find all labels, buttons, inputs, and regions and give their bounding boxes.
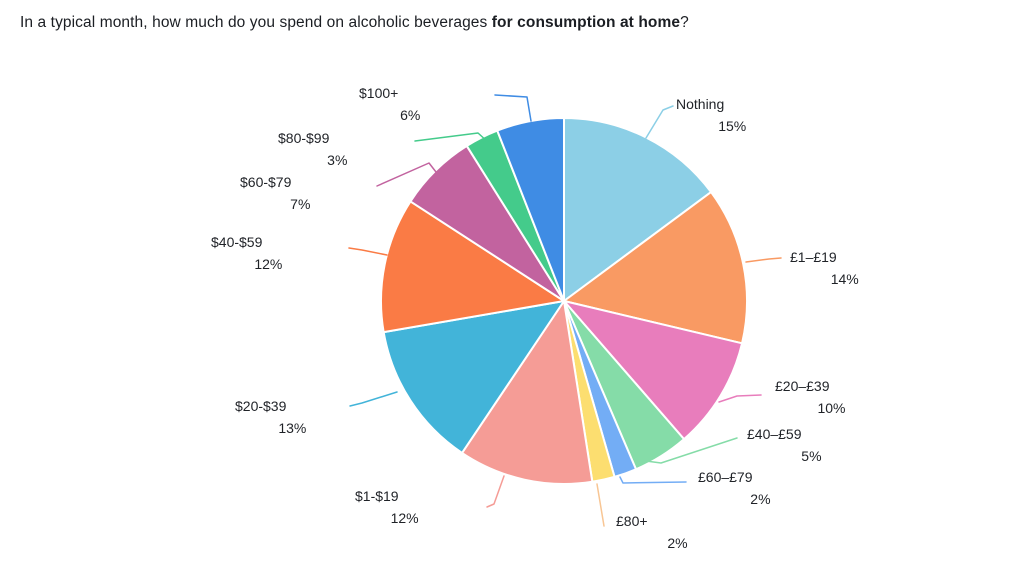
pie-label-value: 14%	[830, 271, 859, 287]
pie-label-text: $60-$79	[240, 174, 292, 190]
pie-label-text: $20-$39	[235, 398, 287, 414]
pie-label-text: £1–£19	[790, 249, 837, 265]
chart-title: In a typical month, how much do you spen…	[20, 13, 689, 34]
pie-label-nothing: Nothing 15%	[676, 93, 746, 137]
leader-line-nothing	[645, 105, 674, 139]
pie-label-gbp40-gbp59: £40–£59 5%	[747, 423, 822, 467]
pie-label-gbp1-gbp19: £1–£19 14%	[790, 246, 859, 290]
pie-label-value: 13%	[278, 420, 307, 436]
leader-line-usd60-usd79	[376, 162, 437, 187]
pie-label-value: 3%	[327, 152, 348, 168]
pie-label-usd20-usd39: $20-$39 13%	[235, 395, 306, 439]
leader-line-gbp1-gbp19	[745, 257, 782, 263]
pie-label-value: 12%	[390, 510, 419, 526]
leader-line-usd1-usd19	[486, 475, 505, 508]
leader-line-gbp80	[596, 483, 605, 527]
pie-slice-usd1-usd19[interactable]	[461, 300, 594, 485]
leader-line-usd40-usd59	[348, 247, 388, 256]
pie-label-text: $100+	[359, 85, 399, 101]
pie-label-usd60-usd79: $60-$79 7%	[240, 171, 310, 215]
leader-line-usd100	[494, 94, 532, 122]
pie-label-gbp60-gbp79: £60–£79 2%	[698, 466, 771, 510]
pie-label-usd80-usd99: $80-$99 3%	[278, 127, 347, 171]
leader-line-gbp60-gbp79	[619, 476, 687, 484]
pie-label-text: £20–£39	[775, 378, 830, 394]
chart-title-suffix: ?	[680, 14, 689, 31]
pie-label-usd1-usd19: $1-$19 12%	[355, 485, 419, 529]
leader-line-gbp40-gbp59	[645, 437, 738, 464]
pie-slice-usd20-usd39[interactable]	[382, 300, 565, 454]
pie-label-text: £60–£79	[698, 469, 753, 485]
pie-label-value: 12%	[254, 256, 283, 272]
pie-label-gbp20-gbp39: £20–£39 10%	[775, 375, 846, 419]
pie-label-text: £80+	[616, 513, 648, 529]
pie-label-value: 2%	[750, 491, 771, 507]
pie-label-value: 7%	[290, 196, 311, 212]
pie-label-text: $80-$99	[278, 130, 330, 146]
pie-label-text: $40-$59	[211, 234, 263, 250]
pie-label-usd100: $100+ 6%	[359, 82, 420, 126]
pie-label-value: 10%	[817, 400, 846, 416]
pie-slice-gbp20-gbp39[interactable]	[563, 300, 744, 441]
leader-line-usd80-usd99	[414, 132, 489, 143]
pie-label-usd40-usd59: $40-$59 12%	[211, 231, 282, 275]
pie-label-text: Nothing	[676, 96, 725, 112]
pie-label-text: £40–£59	[747, 426, 802, 442]
leader-line-gbp20-gbp39	[718, 394, 762, 403]
pie-label-value: 2%	[667, 535, 688, 551]
pie-label-text: $1-$19	[355, 488, 399, 504]
pie-slice-usd100[interactable]	[496, 117, 565, 302]
chart-title-bold: for consumption at home	[491, 14, 681, 31]
pie-slice-usd40-usd59[interactable]	[379, 200, 565, 334]
pie-label-gbp80: £80+ 2%	[616, 510, 688, 554]
chart-title-prefix: In a typical month, how much do you spen…	[20, 14, 492, 31]
leader-line-usd20-usd39	[349, 391, 398, 407]
pie-label-value: 15%	[718, 118, 747, 134]
pie-label-value: 5%	[801, 448, 822, 464]
pie-label-value: 6%	[400, 107, 421, 123]
pie-slice-gbp1-gbp19[interactable]	[563, 191, 748, 345]
